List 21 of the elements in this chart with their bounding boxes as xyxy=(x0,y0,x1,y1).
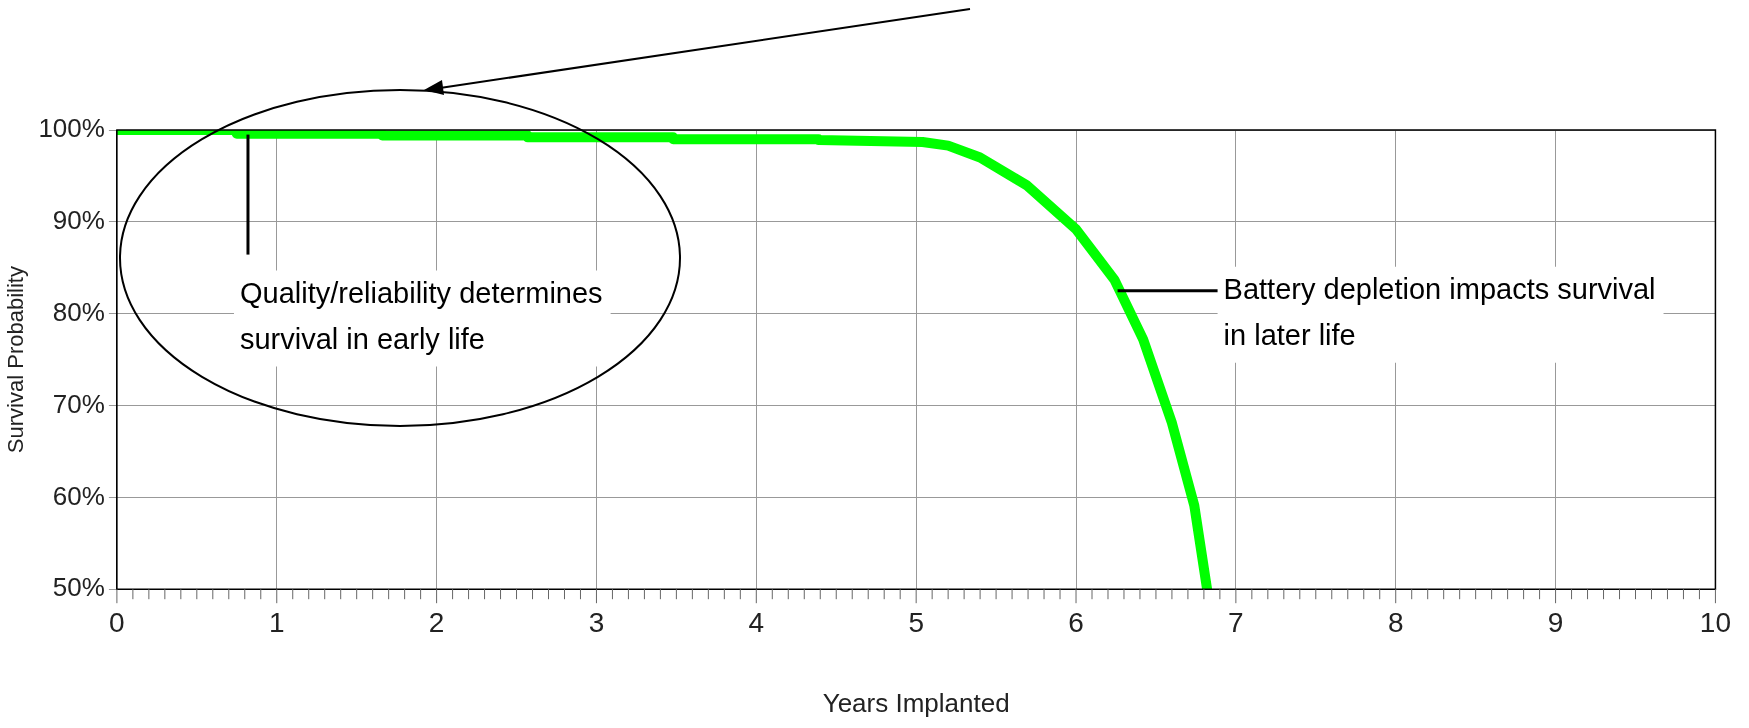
x-tick-label: 0 xyxy=(109,606,125,638)
y-tick-label: 60% xyxy=(52,480,105,511)
y-tick-label: 70% xyxy=(52,388,105,419)
x-tick-label: 7 xyxy=(1228,606,1244,638)
x-tick-label: 2 xyxy=(428,606,445,638)
annotation: Battery depletion impacts survival in later life xyxy=(1223,272,1656,351)
x-tick-label: 6 xyxy=(1068,606,1084,638)
x-axis-title: Years Implanted xyxy=(822,687,1010,718)
x-tick-label: 10 xyxy=(1699,606,1732,638)
x-tick-label: 4 xyxy=(748,606,765,638)
x-tick-label: 8 xyxy=(1387,606,1404,638)
y-tick-label: 50% xyxy=(52,572,105,603)
annotation: Quality/reliability determines survival in early life xyxy=(239,276,603,355)
y-tick-label: 90% xyxy=(52,205,105,236)
y-tick-label: 80% xyxy=(52,296,105,327)
y-axis-title: Survival Probability xyxy=(3,266,29,454)
y-tick-label: 100% xyxy=(38,113,105,144)
x-tick-label: 9 xyxy=(1547,606,1564,638)
x-tick-label: 3 xyxy=(588,606,605,638)
x-tick-label: 1 xyxy=(268,606,285,638)
x-tick-label: 5 xyxy=(908,606,924,638)
